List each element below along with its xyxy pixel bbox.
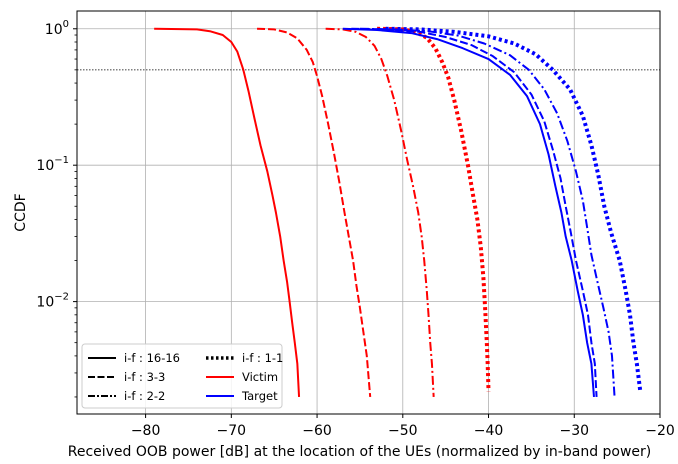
legend: i-f : 16-16 i-f : 3-3 i-f : 2-2 i-f : 1-1 Vi… bbox=[81, 343, 283, 409]
plot-frame bbox=[76, 10, 661, 415]
y-tick-label-2: 10−2 bbox=[36, 292, 69, 311]
series-victim-16-16 bbox=[154, 27, 301, 398]
series-target-1-1 bbox=[385, 26, 643, 392]
x-tick-label-1: −70 bbox=[217, 423, 247, 439]
legend-label-2: i-f : 2-2 bbox=[124, 389, 165, 403]
x-axis-label: Received OOB power [dB] at the location … bbox=[68, 444, 652, 460]
y-axis-ticks: 100 10−1 10−2 bbox=[36, 19, 77, 398]
x-tick-label-3: −50 bbox=[388, 423, 418, 439]
series-target-2-2 bbox=[359, 27, 616, 398]
series-lines bbox=[154, 26, 643, 398]
legend-label-3: i-f : 1-1 bbox=[242, 351, 283, 365]
series-victim-1-1 bbox=[377, 26, 491, 392]
series-victim-2-2 bbox=[325, 27, 435, 398]
x-tick-label-0: −80 bbox=[131, 423, 161, 439]
y-axis-label: CCDF bbox=[13, 193, 29, 231]
series-victim-3-3 bbox=[257, 27, 372, 398]
y-tick-label-0: 100 bbox=[45, 19, 69, 38]
x-tick-label-4: −40 bbox=[474, 423, 504, 439]
legend-label-5: Target bbox=[241, 389, 278, 403]
legend-box bbox=[81, 343, 283, 409]
x-tick-label-6: −20 bbox=[645, 423, 675, 439]
series-target-16-16 bbox=[342, 27, 595, 398]
x-axis-ticks: −80 −70 −60 −50 −40 −30 −20 bbox=[131, 414, 675, 439]
x-tick-label-2: −60 bbox=[302, 423, 332, 439]
legend-label-0: i-f : 16-16 bbox=[124, 351, 180, 365]
legend-label-4: Victim bbox=[242, 370, 278, 384]
series-target-3-3 bbox=[351, 27, 598, 398]
x-tick-label-5: −30 bbox=[559, 423, 589, 439]
legend-label-1: i-f : 3-3 bbox=[124, 370, 165, 384]
y-tick-label-1: 10−1 bbox=[36, 155, 69, 174]
